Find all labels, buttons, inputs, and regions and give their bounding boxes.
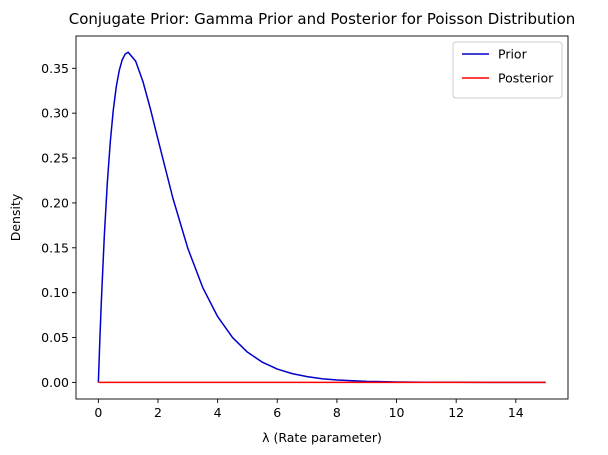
x-tick-label: 2 bbox=[154, 405, 162, 420]
y-tick-label: 0.35 bbox=[41, 61, 69, 76]
legend: Prior Posterior bbox=[452, 41, 563, 99]
x-axis-ticks: 0 2 4 6 8 10 12 14 bbox=[94, 399, 524, 420]
x-tick-label: 0 bbox=[94, 405, 102, 420]
y-tick-label: 0.00 bbox=[41, 375, 69, 390]
x-tick-label: 14 bbox=[508, 405, 524, 420]
legend-box bbox=[452, 41, 563, 99]
x-axis-label: λ (Rate parameter) bbox=[262, 430, 382, 445]
x-tick-label: 10 bbox=[389, 405, 405, 420]
chart-title: Conjugate Prior: Gamma Prior and Posteri… bbox=[69, 10, 576, 28]
series-line-prior bbox=[97, 51, 546, 384]
y-axis-label: Density bbox=[8, 193, 23, 241]
plot-frame bbox=[75, 35, 569, 400]
y-tick-label: 0.05 bbox=[41, 330, 69, 345]
y-tick-label: 0.20 bbox=[41, 195, 69, 210]
legend-label-prior: Prior bbox=[498, 47, 528, 62]
x-tick-label: 4 bbox=[214, 405, 222, 420]
x-tick-label: 8 bbox=[333, 405, 341, 420]
x-tick-label: 12 bbox=[448, 405, 464, 420]
y-axis-ticks: 0.00 0.05 0.10 0.15 0.20 0.25 0.30 0.35 bbox=[41, 61, 76, 390]
y-tick-label: 0.10 bbox=[41, 285, 69, 300]
y-tick-label: 0.15 bbox=[41, 240, 69, 255]
plot-area: 0 2 4 6 8 10 12 14 0.00 0.05 0.10 0.15 0.20 0.25 0.30… bbox=[41, 35, 569, 420]
series-layer bbox=[97, 51, 546, 384]
y-tick-label: 0.30 bbox=[41, 106, 69, 121]
x-tick-label: 6 bbox=[273, 405, 281, 420]
legend-label-posterior: Posterior bbox=[498, 71, 554, 86]
y-tick-label: 0.25 bbox=[41, 151, 69, 166]
